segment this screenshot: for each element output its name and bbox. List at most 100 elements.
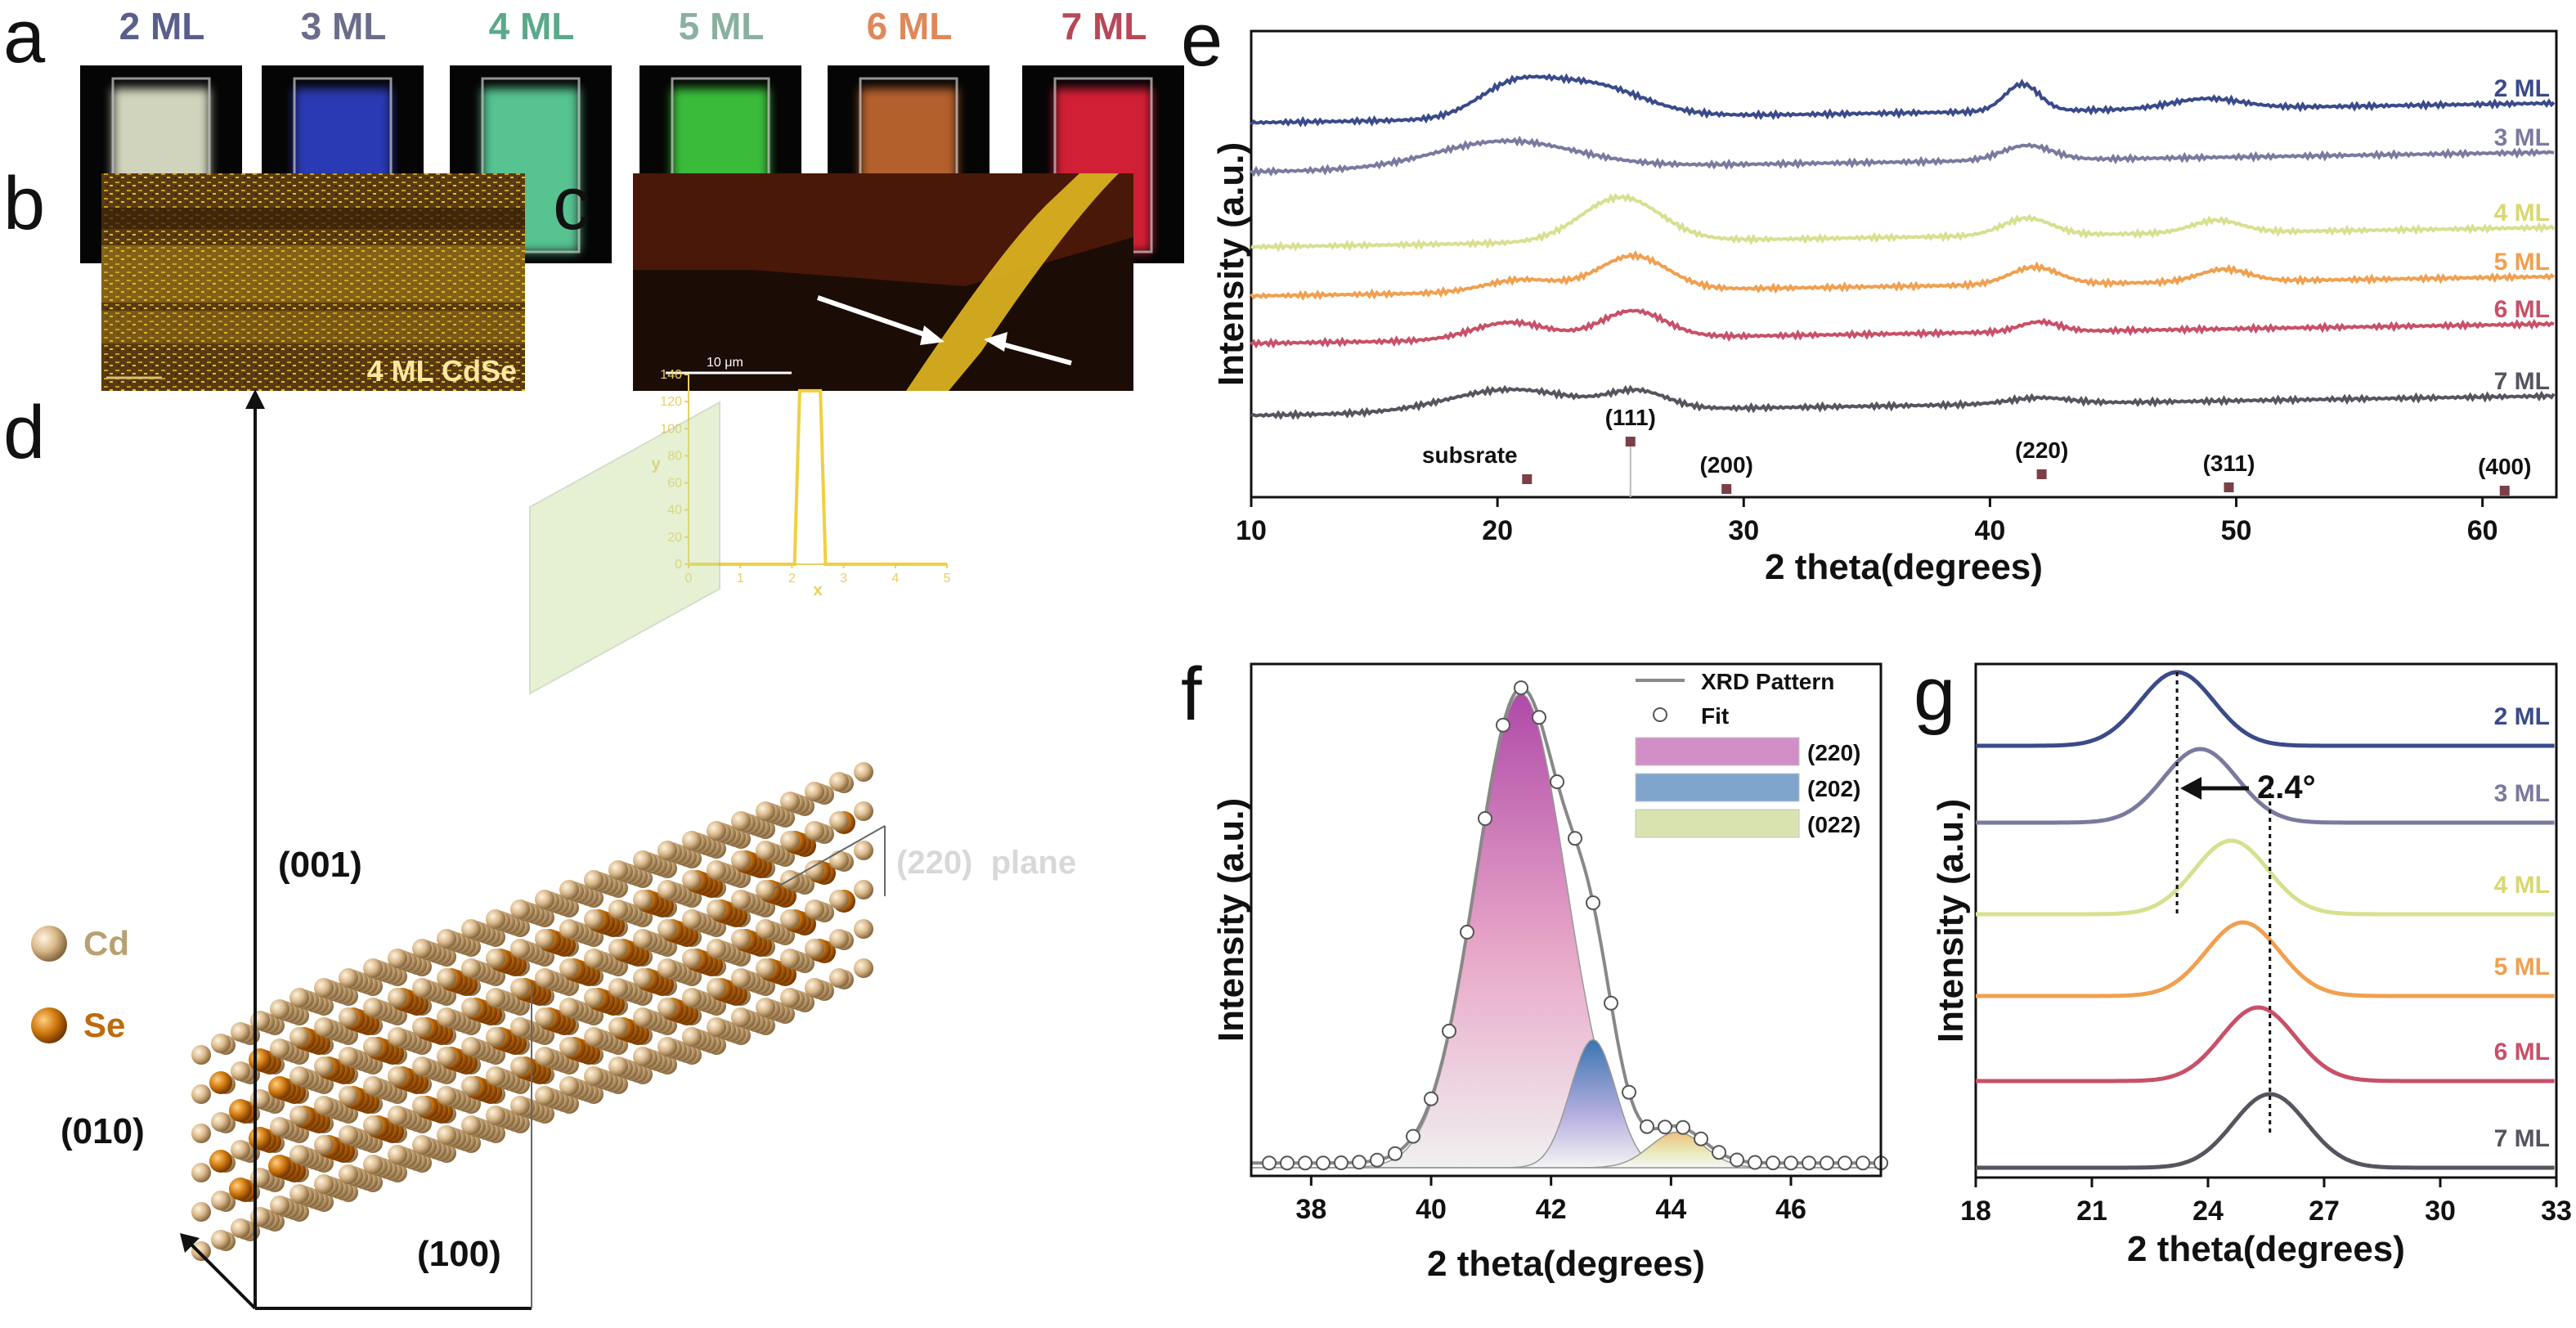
cd-atom: [707, 821, 726, 841]
series-line-e: [1250, 307, 2555, 349]
cd-atom: [339, 968, 358, 988]
axis-010-head: [180, 1233, 200, 1253]
reference-peak-label: (311): [2203, 451, 2255, 476]
legend-cd-label: Cd: [83, 924, 129, 962]
vial-label: 4 ML: [489, 5, 575, 47]
cd-atom: [682, 909, 702, 929]
fit-point: [1568, 831, 1582, 846]
cd-atom: [805, 978, 824, 998]
panel-letter-d: d: [3, 391, 45, 474]
cd-atom: [437, 1047, 456, 1066]
fit-point: [1838, 1155, 1852, 1171]
cd-atom: [707, 939, 726, 958]
cd-atom: [363, 998, 383, 1017]
axis-010-label: (010): [61, 1111, 145, 1151]
inset-x-tick-label: 3: [840, 572, 847, 585]
cd-atom: [584, 1066, 604, 1086]
cd-atom: [535, 929, 554, 949]
cd-atom: [437, 1086, 456, 1106]
cd-atom: [731, 968, 751, 988]
axis-100-label: (100): [417, 1234, 501, 1274]
cd-atom: [559, 1076, 579, 1096]
cd-atom: [314, 1135, 334, 1155]
fit-point: [1712, 1145, 1726, 1160]
series-line-e: [1250, 135, 2555, 177]
cd-atom: [829, 968, 849, 988]
cd-atom: [363, 1155, 383, 1174]
se-atom: [229, 1099, 252, 1122]
cd-atom: [314, 978, 334, 998]
fit-point: [1460, 924, 1474, 940]
legend-swatch-component: [1635, 809, 1800, 838]
cd-atom: [363, 958, 383, 978]
cd-atom: [231, 1218, 250, 1238]
inset-x-label: x: [813, 581, 822, 599]
cd-atom: [486, 1106, 505, 1125]
vial-label: 2 ML: [119, 5, 205, 47]
se-atom: [209, 1071, 232, 1094]
y-axis-label-g: Intensity (a.u.): [1931, 799, 1971, 1043]
panel-f: f 38 40 42 44 46 2 theta(degrees) Intensity (a…: [1181, 653, 1888, 1284]
reference-peak-label: (111): [1605, 405, 1656, 430]
cd-atom: [412, 978, 432, 998]
cd-atom: [289, 1027, 309, 1047]
cd-atom: [707, 900, 726, 919]
x-tick-label-e: 60: [2467, 515, 2498, 546]
cd-atom: [486, 1027, 505, 1047]
legend-cd-atom: [31, 926, 67, 962]
inset-y-tick-label: 100: [660, 422, 682, 436]
fit-point: [1334, 1155, 1349, 1170]
cd-atom: [437, 968, 456, 988]
legend-label-fit: Fit: [1701, 703, 1729, 729]
cd-atom: [270, 999, 289, 1019]
cd-atom: [211, 1191, 231, 1210]
cd-atom: [608, 939, 628, 958]
cd-atom: [231, 1061, 250, 1081]
cd-atom: [412, 1135, 432, 1155]
cd-atom: [780, 949, 800, 968]
cd-atom: [829, 850, 849, 870]
cd-atom: [584, 988, 604, 1007]
cd-atom: [250, 1207, 270, 1227]
cd-atom: [314, 1017, 334, 1037]
cd-atom: [510, 1017, 530, 1037]
series-label-e: 4 ML: [2494, 200, 2550, 227]
cd-atom: [191, 1163, 211, 1182]
arrow-left-head: [920, 325, 945, 345]
cd-atom: [388, 988, 407, 1007]
cd-atom: [461, 919, 481, 939]
plot-frame-e: [1250, 29, 2558, 499]
cd-atom: [707, 978, 726, 998]
vial-label: 5 ML: [679, 5, 765, 47]
panel-letter-g: g: [1914, 653, 1955, 736]
panel-g: g 18 21 24 27 30 33 2 theta(degrees) Intensity …: [1914, 653, 2572, 1269]
cd-atom: [388, 1106, 407, 1125]
plane-label: (220) plane: [896, 845, 1076, 881]
cd-atom: [657, 880, 677, 900]
inset-y-tick-label: 0: [675, 558, 682, 572]
legend-se-label: Se: [83, 1006, 125, 1044]
cd-atom: [608, 900, 628, 919]
cd-atom: [829, 890, 849, 909]
cd-atom: [657, 1037, 677, 1057]
series-line-g: [1976, 670, 2555, 748]
cd-atom: [437, 929, 456, 949]
fit-point: [1532, 710, 1546, 725]
cd-atom: [486, 1066, 505, 1086]
fit-point: [1478, 811, 1492, 826]
fit-point: [1262, 1155, 1277, 1171]
legend-label-component: (022): [1807, 812, 1860, 837]
inset-height-profile: [689, 388, 947, 566]
cd-atom: [854, 919, 873, 939]
cd-atom: [461, 1076, 481, 1096]
legend-label-component: (202): [1807, 776, 1860, 801]
reference-peak-label: (200): [1699, 452, 1752, 478]
fit-point: [1550, 774, 1564, 789]
reference-peak-marker: [1721, 484, 1732, 494]
cd-atom: [756, 880, 775, 900]
afm-bright-band-2: [101, 311, 525, 343]
y-axis-label-e: Intensity (a.u.): [1211, 142, 1251, 386]
cd-atom: [211, 1230, 231, 1249]
series-line-g: [1976, 747, 2555, 825]
